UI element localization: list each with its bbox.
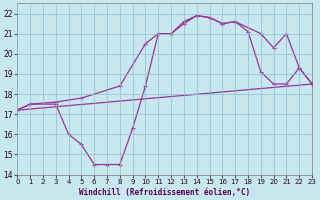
- X-axis label: Windchill (Refroidissement éolien,°C): Windchill (Refroidissement éolien,°C): [79, 188, 250, 197]
